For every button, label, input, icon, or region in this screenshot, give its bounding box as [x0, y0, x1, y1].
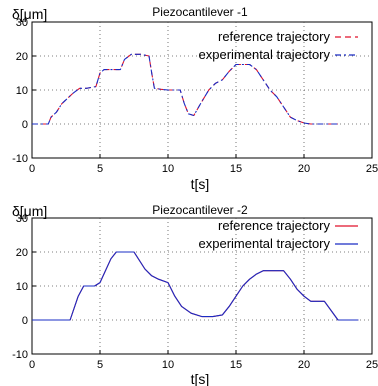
- x-tick-label: 5: [97, 359, 103, 371]
- x-tick-label: 5: [97, 163, 103, 175]
- y-tick-label: 0: [22, 315, 28, 327]
- series-line-experimental: [32, 53, 338, 125]
- legend-label: experimental trajectory: [199, 236, 331, 251]
- x-tick-label: 10: [162, 163, 174, 175]
- y-axis-label: δ[μm]: [12, 203, 47, 219]
- x-tick-label: 0: [29, 163, 35, 175]
- y-tick-label: 20: [16, 247, 28, 259]
- x-tick-label: 20: [298, 163, 310, 175]
- y-tick-label: 0: [22, 119, 28, 131]
- x-tick-label: 25: [366, 163, 378, 175]
- y-tick-label: 30: [16, 213, 28, 225]
- x-tick-label: 10: [162, 359, 174, 371]
- y-tick-label: 10: [16, 281, 28, 293]
- legend-label: reference trajectory: [218, 29, 330, 44]
- x-axis-label: t[s]: [191, 371, 210, 386]
- x-axis-label: t[s]: [191, 176, 210, 192]
- y-tick-label: 20: [16, 51, 28, 63]
- x-tick-label: 15: [230, 163, 242, 175]
- y-tick-label: -10: [12, 153, 28, 165]
- legend-label: reference trajectory: [218, 218, 330, 233]
- series-line-experimental: [32, 251, 359, 321]
- chart-title: Piezocantilever -1: [152, 5, 248, 19]
- y-axis-label: δ[μm]: [12, 6, 47, 22]
- x-tick-label: 25: [366, 359, 378, 371]
- x-tick-label: 15: [230, 359, 242, 371]
- x-tick-label: 0: [29, 359, 35, 371]
- legend-label: experimental trajectory: [199, 47, 331, 62]
- y-tick-label: 30: [16, 17, 28, 29]
- chart-title: Piezocantilever -2: [152, 203, 248, 217]
- y-tick-label: -10: [12, 349, 28, 361]
- y-tick-label: 10: [16, 85, 28, 97]
- x-tick-label: 20: [298, 359, 310, 371]
